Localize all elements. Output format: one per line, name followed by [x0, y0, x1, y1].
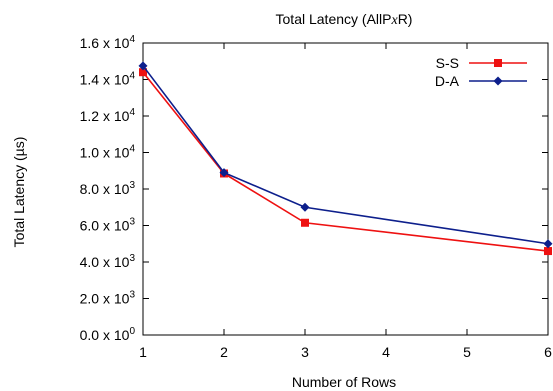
data-point [139, 68, 147, 77]
legend-label: D-A [435, 73, 460, 89]
data-point [138, 61, 148, 71]
series-layer [138, 61, 553, 256]
series-line [142, 65, 549, 245]
y-tick-label: 2.0 x 103 [80, 290, 136, 307]
legend-label: S-S [436, 55, 459, 71]
y-tick-label: 8.0 x 103 [80, 180, 136, 197]
legend-marker [493, 76, 503, 86]
x-tick-label: 1 [139, 344, 147, 360]
y-tick-label: 1.4 x 104 [80, 71, 136, 88]
x-tick-label: 3 [301, 344, 309, 360]
legend: S-S D-A [435, 55, 527, 89]
data-point [300, 202, 310, 212]
x-tick-label: 4 [382, 344, 390, 360]
chart-title: Total Latency (AllPxR) [276, 11, 413, 28]
y-axis-label: Total Latency (µs) [11, 137, 27, 248]
x-tick-label: 5 [463, 344, 471, 360]
y-tick-label: 4.0 x 103 [80, 253, 136, 270]
data-point [301, 218, 309, 227]
series-d-a [138, 61, 553, 249]
y-tick-label: 1.6 x 104 [80, 34, 136, 51]
x-tick-label: 2 [220, 344, 228, 360]
legend-marker [494, 59, 502, 67]
series-s-s [139, 68, 552, 256]
data-point [543, 239, 553, 249]
y-tick-label: 1.0 x 104 [80, 144, 136, 161]
x-axis-label: Number of Rows [292, 374, 396, 390]
plot-area: 0.0 x 100 2.0 x 103 4.0 x 103 6.0 x 103 8.0 … [80, 34, 552, 360]
series-line [142, 71, 549, 252]
y-tick-label: 0.0 x 100 [80, 326, 136, 343]
y-tick-label: 6.0 x 103 [80, 217, 136, 234]
y-tick-label: 1.2 x 104 [80, 107, 136, 124]
x-tick-label: 6 [544, 344, 552, 360]
plot-frame [142, 42, 549, 336]
data-point [219, 168, 229, 178]
data-point [544, 247, 552, 256]
